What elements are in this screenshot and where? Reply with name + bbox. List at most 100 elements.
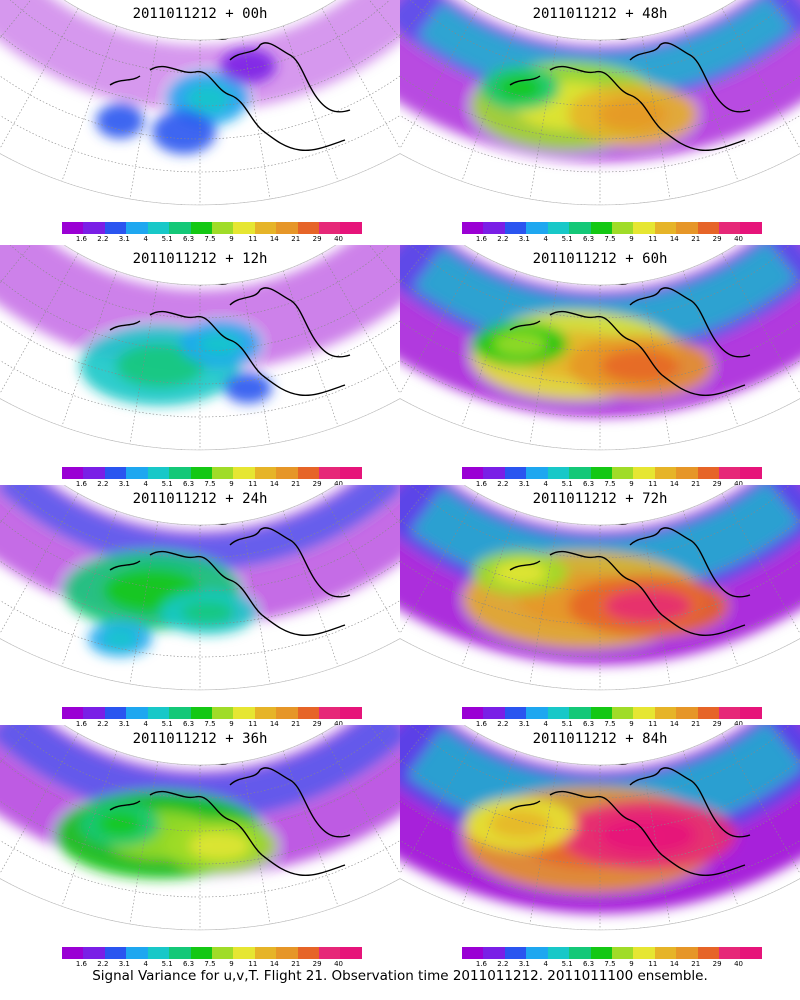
coastline [109,522,351,637]
colorbar-tick-label: 11 [248,720,258,728]
colorbar-swatch [104,222,127,234]
longitude-line [721,733,800,878]
latitude-line [0,245,400,319]
colorbar-tick-label: 2.2 [497,960,509,968]
colorbar-swatch [633,707,655,719]
map-panel: 2011011212 + 12h 1.6 2.2 3.1 4 5.1 6.3 7.5 9 11 1… [0,245,400,490]
colorbar-swatch [611,467,634,479]
colorbar-tick-label: 9 [229,480,234,488]
colorbar-swatch [590,947,612,959]
longitude-line [721,253,800,398]
colorbar-swatch [297,222,320,234]
colorbar-tick-label: 21 [291,960,301,968]
field-blob-core [604,589,692,623]
colorbar-tick-label: 11 [648,480,658,488]
forecast-map [400,725,800,931]
colorbar-tick-label: 6.3 [582,480,595,488]
forecast-map [0,0,400,206]
colorbar-tick-label: 4 [543,480,548,488]
colorbar-swatch [62,467,84,479]
colorbar-swatch [590,222,612,234]
colorbar-swatch [169,222,191,234]
colorbar-tick-label: 5.1 [161,235,173,243]
colorbar-tick-label: 3.1 [118,960,130,968]
forecast-map [0,485,400,691]
colorbar-tick-label: 11 [648,960,658,968]
colorbar-tick-label: 2.2 [497,235,509,243]
colorbar-tick-label: 5.1 [161,960,173,968]
longitude-line [0,253,79,398]
colorbar-swatch [211,222,234,234]
field-blob-core [493,560,547,586]
longitude-line [529,36,559,200]
longitude-line [461,270,518,427]
field-layer [400,725,800,914]
colorbar-swatch [340,467,362,479]
longitude-line [321,8,400,153]
field-layer [0,485,400,657]
longitude-line [461,750,518,907]
latitude-line [0,505,400,625]
colorbar-tick-label: 29 [712,960,722,968]
colorbar-tick-label: 7.5 [604,480,616,488]
colorbar-tick-label: 40 [334,720,344,728]
latitude-line [400,0,800,74]
colorbar-swatch [483,707,505,719]
latitude-line [0,0,400,74]
colorbar-tick-label: 14 [269,235,279,243]
colorbar-tick-label: 6.3 [182,480,195,488]
colorbar-tick-label: 1.6 [475,480,487,488]
panel-title: 2011011212 + 72h [532,491,668,507]
colorbar-swatch [254,467,277,479]
colorbar-tick-label: 6.3 [182,960,195,968]
longitude-line [682,270,739,427]
colorbar-tick-label: 21 [291,235,301,243]
colorbar-tick-label: 9 [229,235,234,243]
colorbar-swatch [147,947,170,959]
colorbar-swatch [633,947,655,959]
map-outline [400,0,800,206]
colorbar-swatch [740,707,762,719]
colorbar-swatch [104,467,127,479]
colorbar-labels: 1.6 2.2 3.1 4 5.1 6.3 7.5 9 11 14 21 29 40 [462,480,762,490]
colorbar-tick-label: 40 [334,235,344,243]
colorbar-swatch [590,707,612,719]
colorbar-labels: 1.6 2.2 3.1 4 5.1 6.3 7.5 9 11 14 21 29 40 [62,235,362,245]
colorbar-swatch [676,467,698,479]
panel-title: 2011011212 + 36h [132,731,268,747]
longitude-line [461,25,518,182]
field-blob-core [596,97,668,132]
colorbar-swatch [254,947,277,959]
colorbar-swatch [526,707,548,719]
colorbar-swatch [297,947,320,959]
colorbar-swatch [697,467,720,479]
colorbar-tick-label: 9 [629,480,634,488]
colorbar-tick-label: 5.1 [561,720,573,728]
longitude-line [241,521,271,685]
colorbar-tick-label: 29 [712,235,722,243]
colorbar-tick-label: 2.2 [497,720,509,728]
colorbar-swatch [611,222,634,234]
colorbar-swatch [254,222,277,234]
map-panel: 2011011212 + 48h 1.6 2.2 3.1 4 5.1 6.3 7.5 9 11 1… [400,0,800,245]
colorbar-tick-label: 7.5 [604,235,616,243]
field-blob [96,103,144,139]
forecast-map [400,485,800,691]
colorbar-tick-label: 11 [248,960,258,968]
map-outline [400,245,800,451]
colorbar-tick-label: 2.2 [97,960,109,968]
colorbar-tick-label: 5.1 [561,480,573,488]
colorbar-swatch [633,222,655,234]
longitude-line [529,521,559,685]
panel-title: 2011011212 + 00h [132,6,268,22]
colorbar-swatch [504,467,527,479]
colorbar-swatch [504,707,527,719]
colorbar-tick-label: 3.1 [118,480,130,488]
colorbar-tick-label: 3.1 [118,235,130,243]
coastline [509,282,751,397]
field-layer [400,0,800,162]
longitude-line [61,750,118,907]
longitude-line [0,733,79,878]
longitude-line [682,750,739,907]
colorbar-swatch [340,947,362,959]
